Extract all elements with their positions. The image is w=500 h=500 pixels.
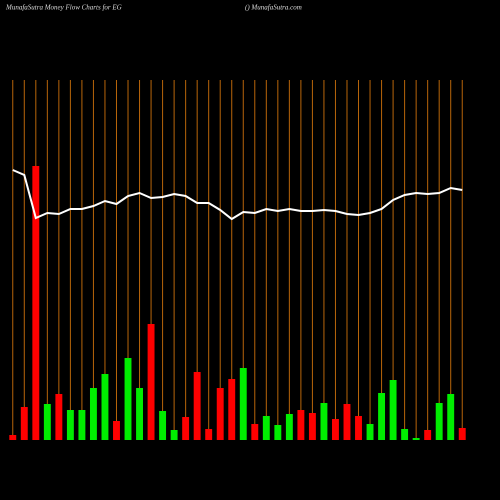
bar <box>101 374 109 440</box>
bar <box>66 410 74 440</box>
bar <box>401 429 409 440</box>
bar <box>113 421 120 440</box>
bar <box>251 424 259 440</box>
bar <box>228 379 236 440</box>
bar <box>355 416 362 440</box>
bar <box>78 410 86 440</box>
bar <box>366 424 374 440</box>
bar <box>308 413 316 440</box>
bar <box>89 388 97 440</box>
line <box>12 169 463 221</box>
bar <box>320 403 328 440</box>
bar <box>332 419 339 440</box>
bar <box>20 407 28 440</box>
bar <box>297 410 305 440</box>
bar <box>424 430 432 440</box>
bar <box>124 358 132 440</box>
bar <box>159 411 167 440</box>
bar <box>205 429 213 440</box>
bar <box>136 388 143 440</box>
bar <box>378 393 386 440</box>
bar <box>458 428 466 440</box>
bar <box>274 425 282 440</box>
chart-title: MunafaSutra Money Flow Charts for EG <box>5 4 122 12</box>
bar <box>147 324 155 440</box>
bar <box>285 414 293 440</box>
bar <box>170 430 178 440</box>
bar <box>43 404 51 440</box>
bar <box>412 438 420 440</box>
bar <box>32 166 40 440</box>
bar <box>262 416 270 440</box>
chart-subtitle: () MunafaSutra.com <box>245 4 302 12</box>
bar <box>216 388 224 440</box>
bar <box>193 372 201 440</box>
bar <box>435 403 443 440</box>
bar <box>9 435 17 440</box>
bar <box>343 404 351 440</box>
bar <box>182 417 190 440</box>
bar <box>389 380 397 440</box>
bar <box>55 394 63 440</box>
bar <box>447 394 455 440</box>
bar <box>239 368 247 440</box>
